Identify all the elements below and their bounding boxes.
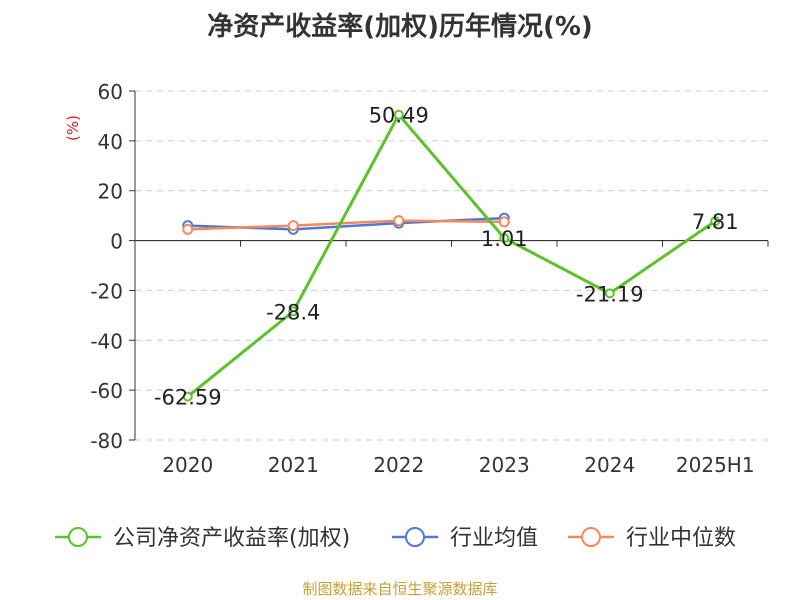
y-tick-label: 60 (98, 80, 123, 104)
chart-title: 净资产收益率(加权)历年情况(%) (207, 12, 593, 42)
data-point (288, 306, 299, 317)
data-label: -62.59 (154, 386, 222, 410)
legend: 公司净资产收益率(加权) 行业均值 行业中位数 (55, 526, 736, 551)
series-0 (182, 109, 721, 402)
data-label: 7.81 (692, 210, 739, 234)
x-tick-label: 2023 (479, 453, 530, 477)
x-tick-label: 2020 (162, 453, 213, 477)
gridlines (135, 90, 768, 441)
legend-swatch-marker (581, 527, 601, 547)
y-tick-label: -40 (90, 329, 123, 353)
data-point (393, 215, 405, 227)
series-line (186, 113, 717, 398)
data-point (182, 391, 193, 402)
y-tick-label: -60 (90, 379, 123, 403)
y-tick-label: 20 (98, 180, 123, 204)
data-label: 1.01 (481, 227, 528, 251)
data-point (710, 216, 721, 227)
y-tick-labels: 60 40 20 0 -20 -40 -60 -80 (90, 80, 123, 453)
legend-item[interactable]: 行业中位数 (568, 526, 736, 551)
legend-label: 行业中位数 (626, 526, 736, 551)
x-tick-label: 2024 (584, 453, 635, 477)
series-line (187, 219, 505, 231)
legend-swatch-marker (68, 527, 88, 547)
x-tick-label: 2021 (268, 453, 319, 477)
x-tick-label: 2025H1 (676, 453, 755, 477)
y-axis-label: (%) (64, 115, 82, 141)
data-point (182, 223, 194, 235)
data-point (498, 216, 510, 228)
legend-item[interactable]: 行业均值 (392, 526, 538, 551)
data-labels: -62.59 -28.4 50.49 1.01 -21.19 7.81 (154, 104, 739, 410)
y-tick-label: -80 (90, 429, 123, 453)
data-point (499, 233, 510, 244)
series-2 (182, 215, 510, 235)
y-tick-label: 0 (110, 230, 123, 254)
data-label: 50.49 (369, 104, 429, 128)
legend-item[interactable]: 公司净资产收益率(加权) (55, 526, 350, 551)
axes (129, 90, 769, 441)
data-point (604, 288, 615, 299)
legend-swatch-marker (405, 527, 425, 547)
data-point (287, 220, 299, 232)
data-label: -21.19 (576, 282, 644, 306)
y-tick-label: -20 (90, 279, 123, 303)
data-label: -28.4 (266, 300, 320, 324)
data-source-note: 制图数据来自恒生聚源数据库 (302, 580, 498, 598)
y-tick-label: 40 (98, 130, 123, 154)
series-lines (182, 109, 721, 402)
legend-label: 行业均值 (450, 526, 538, 551)
data-point (393, 109, 404, 120)
legend-label: 公司净资产收益率(加权) (113, 526, 350, 551)
x-tick-label: 2022 (373, 453, 424, 477)
x-tick-labels: 2020 2021 2022 2023 2024 2025H1 (162, 453, 754, 477)
